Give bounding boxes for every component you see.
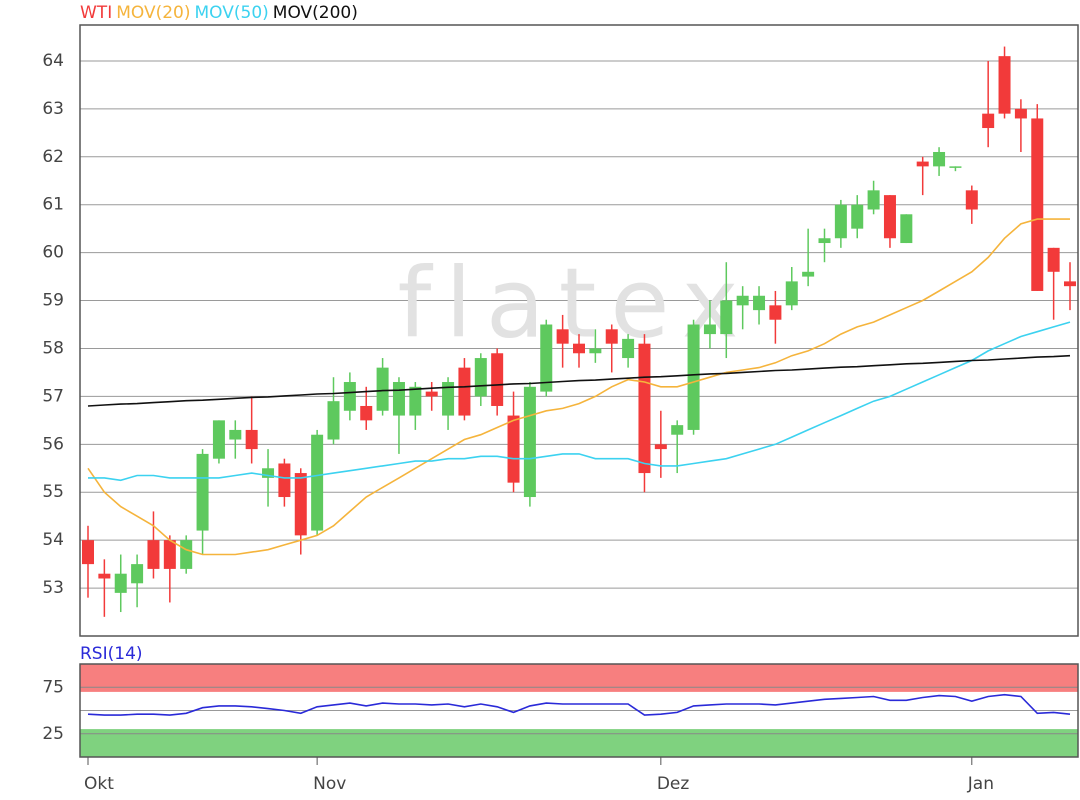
candle-body: [687, 324, 700, 430]
candle-body: [900, 214, 913, 244]
candle-body: [163, 540, 176, 569]
candle-body: [245, 429, 258, 450]
y-tick-label: 61: [42, 195, 64, 215]
x-tick-label: Dez: [657, 774, 690, 794]
candle-body: [474, 358, 487, 397]
candle-body: [523, 386, 536, 498]
candle-body: [392, 382, 405, 416]
candle-body: [196, 453, 209, 531]
candle-body: [131, 564, 144, 584]
candle-body: [507, 415, 520, 483]
line-series: [87, 693, 1071, 716]
candle-body: [1014, 108, 1027, 119]
candle-body: [376, 367, 389, 411]
y-tick-label: 25: [42, 724, 64, 744]
y-tick-label: 62: [42, 147, 64, 167]
candle-body: [965, 190, 978, 210]
legend-entry: WTI: [80, 3, 112, 23]
legend-entry: MOV(50): [195, 3, 269, 23]
candle-body: [802, 271, 815, 277]
candle-body: [556, 329, 569, 344]
legend-entry: MOV(20): [116, 3, 190, 23]
candle-body: [262, 468, 275, 478]
candle-body: [605, 329, 618, 344]
candle-body: [638, 343, 651, 474]
candle-body: [343, 382, 356, 411]
x-tick-label: Jan: [967, 774, 994, 794]
y-tick-label: 64: [42, 51, 64, 71]
y-tick-label: 54: [42, 530, 64, 550]
y-tick-label: 59: [42, 291, 64, 311]
y-tick-label: 63: [42, 99, 64, 119]
candle-body: [753, 295, 766, 311]
candle-body: [867, 190, 880, 210]
line-series: [88, 321, 1071, 482]
candle-body: [769, 305, 782, 320]
plot-frame: [79, 24, 1079, 637]
y-tick-label: 56: [42, 434, 64, 454]
y-tick-label: 75: [42, 677, 64, 697]
candle-body: [229, 429, 242, 440]
candle-body: [671, 425, 684, 435]
candle-body: [622, 338, 635, 359]
candle-body: [818, 238, 831, 244]
y-tick-label: 57: [42, 386, 64, 406]
y-tick-label: 58: [42, 338, 64, 358]
candle-body: [540, 324, 553, 392]
candle-body: [458, 367, 471, 416]
candle-body: [573, 343, 585, 354]
candle-body: [294, 473, 307, 536]
y-tick-label: 53: [42, 578, 64, 598]
y-tick-label: 60: [42, 243, 64, 263]
candle-body: [883, 195, 896, 239]
candle-body: [736, 295, 749, 306]
candle-body: [1064, 281, 1076, 287]
candle-body: [720, 300, 733, 335]
legend: WTI MOV(20) MOV(50) MOV(200): [80, 3, 358, 23]
candle-body: [147, 540, 160, 569]
candle-body: [933, 151, 946, 167]
line-series: [87, 218, 1070, 556]
candle-body: [1031, 118, 1044, 291]
candle-body: [311, 434, 324, 531]
candle-body: [654, 444, 667, 450]
candle-body: [851, 204, 864, 229]
candle-body: [491, 353, 504, 406]
y-tick-label: 55: [42, 482, 64, 502]
candle-body: [916, 161, 929, 167]
candle-body: [98, 573, 111, 579]
candle-body: [834, 204, 847, 239]
candle-body: [785, 281, 798, 306]
candle-body: [180, 540, 193, 569]
candle-body: [212, 420, 225, 459]
candle-body: [703, 324, 716, 335]
x-tick-label: Nov: [313, 774, 346, 794]
candle-body: [949, 166, 962, 168]
candle-body: [360, 405, 373, 421]
candle-body: [982, 113, 995, 129]
candle-body: [82, 540, 94, 565]
x-tick-label: Okt: [84, 774, 114, 794]
candle-body: [442, 382, 455, 416]
rsi-frame: [79, 663, 1079, 758]
legend-entry: MOV(200): [273, 3, 358, 23]
candle-body: [278, 463, 291, 498]
rsi-legend: RSI(14): [80, 644, 143, 664]
candle-body: [114, 573, 127, 593]
line-series: [87, 354, 1071, 407]
candle-body: [589, 348, 602, 354]
candle-body: [327, 401, 340, 440]
candle-body: [409, 386, 422, 416]
candle-body: [425, 391, 438, 397]
candle-body: [1047, 247, 1060, 272]
candle-body: [998, 56, 1011, 114]
plot-area: [80, 25, 1078, 636]
